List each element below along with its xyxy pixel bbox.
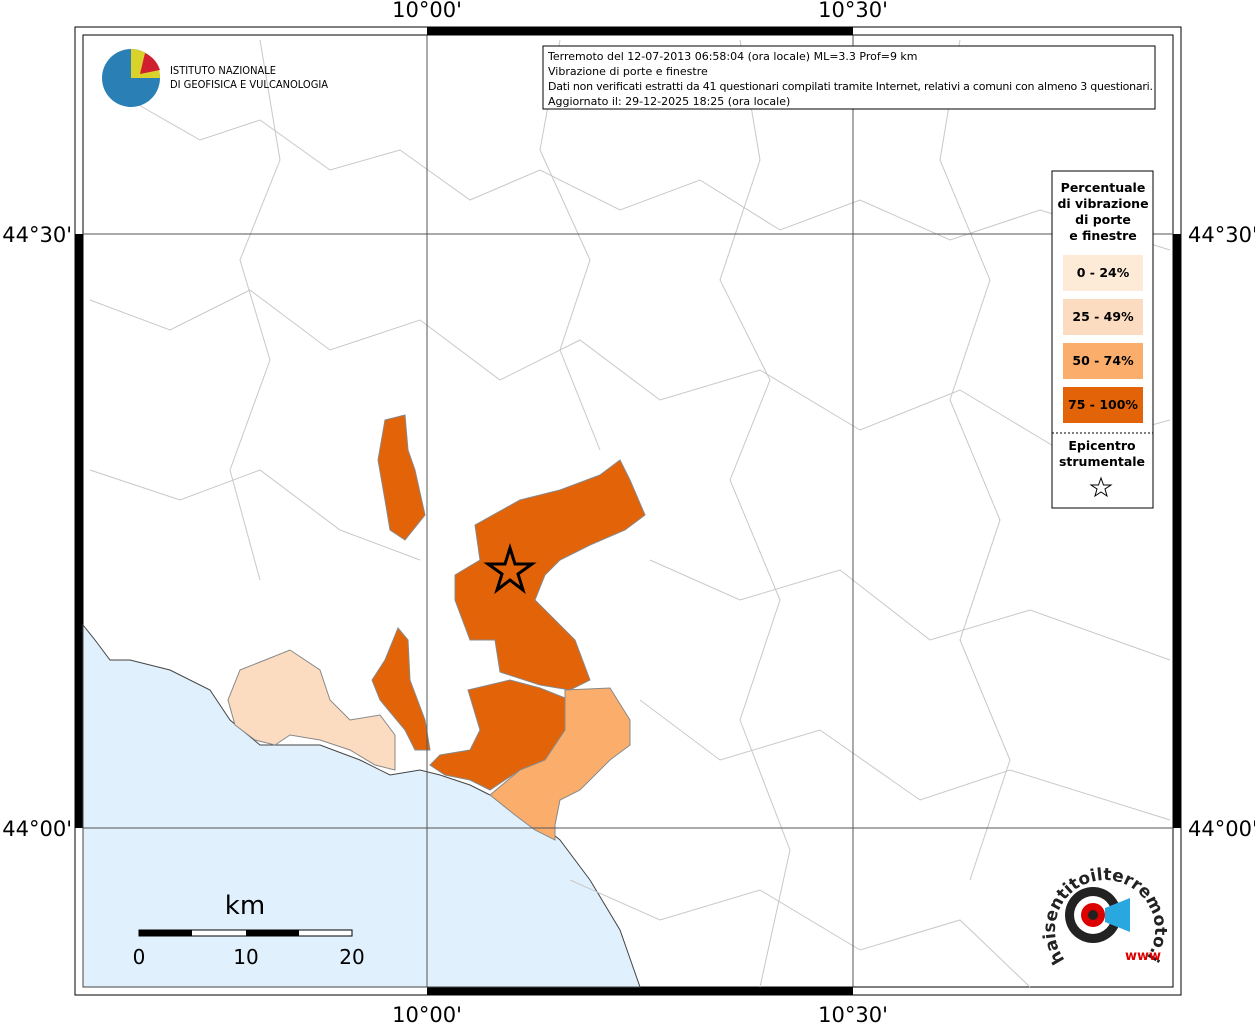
frame-band — [427, 27, 853, 35]
legend-label: 25 - 49% — [1072, 309, 1134, 324]
scale-unit: km — [225, 891, 265, 921]
region — [227, 649, 396, 771]
legend-swatch — [1063, 255, 1143, 291]
legend-title: e finestre — [1069, 228, 1137, 243]
region — [371, 627, 431, 751]
legend-epicenter: strumentale — [1059, 454, 1145, 469]
info-line: Vibrazione di porte e finestre — [548, 65, 708, 78]
scale-tick: 0 — [133, 945, 146, 969]
brand-www: www — [1125, 949, 1161, 964]
lat-label: 44°30' — [2, 223, 72, 247]
lon-label: 10°30' — [818, 1003, 888, 1024]
info-line: Terremoto del 12-07-2013 06:58:04 (ora l… — [547, 50, 918, 63]
region — [377, 414, 426, 541]
ingv-logo: ISTITUTO NAZIONALE DI GEOFISICA E VULCAN… — [102, 49, 328, 107]
frame-band — [1173, 234, 1181, 828]
lat-label: 44°00' — [2, 817, 72, 841]
info-box — [542, 45, 1156, 110]
info-line: Dati non verificati estratti da 41 quest… — [548, 80, 1153, 93]
legend-label: 50 - 74% — [1072, 353, 1134, 368]
lon-label: 10°00' — [392, 1003, 462, 1024]
logo-text: ISTITUTO NAZIONALE — [170, 64, 276, 77]
region — [429, 679, 571, 791]
frame-band — [75, 234, 83, 828]
legend-title: di porte — [1075, 212, 1131, 227]
legend-label: 75 - 100% — [1068, 397, 1138, 412]
lat-label: 44°30' — [1188, 223, 1255, 247]
logo-text: DI GEOFISICA E VULCANOLOGIA — [170, 78, 328, 91]
legend-epicenter: Epicentro — [1068, 438, 1136, 453]
legend-swatch — [1063, 299, 1143, 335]
scale-tick: 20 — [339, 945, 364, 969]
legend-swatch — [1063, 343, 1143, 379]
lat-label: 44°00' — [1188, 817, 1255, 841]
legend-label: 0 - 24% — [1077, 265, 1130, 280]
region — [489, 687, 631, 841]
frame-band — [427, 987, 853, 995]
legend-title: di vibrazione — [1057, 196, 1148, 211]
graticule — [83, 35, 1173, 987]
legend-swatch — [1063, 387, 1143, 423]
region — [454, 459, 646, 691]
sea — [82, 623, 641, 988]
legend-title: Percentuale — [1061, 180, 1146, 195]
scale-bar: km 0 10 20 — [133, 891, 365, 969]
legend-star — [1089, 476, 1113, 498]
lon-label: 10°00' — [392, 0, 462, 22]
boundaries — [89, 39, 1171, 988]
epicenter — [483, 542, 537, 595]
lon-label: 10°30' — [818, 0, 888, 22]
info-line: Aggiornato il: 29-12-2025 18:25 (ora loc… — [548, 95, 790, 108]
scale-tick: 10 — [233, 945, 258, 969]
